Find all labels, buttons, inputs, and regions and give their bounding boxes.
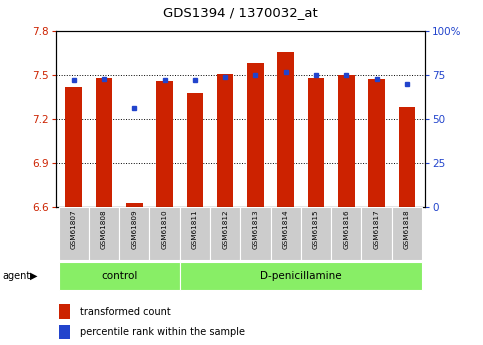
Text: percentile rank within the sample: percentile rank within the sample	[80, 327, 244, 337]
Text: GSM61817: GSM61817	[373, 210, 380, 249]
Bar	[156, 81, 173, 207]
FancyBboxPatch shape	[392, 207, 422, 260]
Text: GSM61815: GSM61815	[313, 210, 319, 249]
Text: D-penicillamine: D-penicillamine	[260, 271, 341, 281]
Text: GSM61812: GSM61812	[222, 210, 228, 249]
Text: GSM61809: GSM61809	[131, 210, 137, 249]
Text: GSM61808: GSM61808	[101, 210, 107, 249]
Bar	[308, 78, 325, 207]
FancyBboxPatch shape	[301, 207, 331, 260]
FancyBboxPatch shape	[180, 207, 210, 260]
Text: GSM61816: GSM61816	[343, 210, 349, 249]
Text: agent: agent	[2, 271, 30, 281]
Bar	[277, 51, 294, 207]
Bar	[217, 73, 233, 207]
Bar	[368, 79, 385, 207]
Bar	[59, 304, 71, 319]
Text: GSM61813: GSM61813	[253, 210, 258, 249]
FancyBboxPatch shape	[331, 207, 361, 260]
FancyBboxPatch shape	[58, 262, 180, 290]
FancyBboxPatch shape	[89, 207, 119, 260]
Text: GSM61810: GSM61810	[162, 210, 168, 249]
FancyBboxPatch shape	[180, 262, 422, 290]
Text: control: control	[101, 271, 137, 281]
Bar	[338, 75, 355, 207]
FancyBboxPatch shape	[241, 207, 270, 260]
Text: GSM61814: GSM61814	[283, 210, 289, 249]
Bar	[65, 87, 82, 207]
Text: GSM61811: GSM61811	[192, 210, 198, 249]
Text: GSM61818: GSM61818	[404, 210, 410, 249]
FancyBboxPatch shape	[58, 207, 89, 260]
FancyBboxPatch shape	[149, 207, 180, 260]
FancyBboxPatch shape	[270, 207, 301, 260]
Bar	[247, 63, 264, 207]
Text: GDS1394 / 1370032_at: GDS1394 / 1370032_at	[163, 6, 318, 19]
FancyBboxPatch shape	[210, 207, 241, 260]
Bar	[186, 92, 203, 207]
Text: GSM61807: GSM61807	[71, 210, 77, 249]
Bar	[398, 107, 415, 207]
Bar	[96, 78, 113, 207]
Text: transformed count: transformed count	[80, 307, 170, 317]
FancyBboxPatch shape	[361, 207, 392, 260]
Bar	[59, 325, 71, 339]
Text: ▶: ▶	[30, 271, 38, 281]
Bar	[126, 203, 142, 207]
FancyBboxPatch shape	[119, 207, 149, 260]
